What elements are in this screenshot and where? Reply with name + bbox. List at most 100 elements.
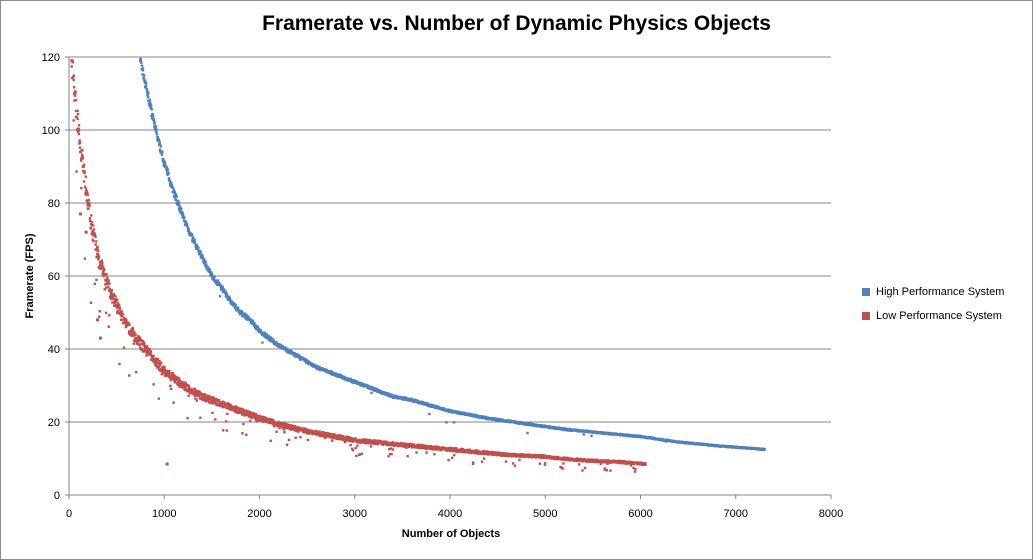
data-point bbox=[323, 433, 327, 436]
data-point bbox=[102, 268, 106, 271]
data-point bbox=[353, 438, 357, 442]
data-point bbox=[350, 437, 353, 441]
data-point bbox=[196, 389, 199, 393]
data-point bbox=[355, 454, 358, 458]
data-point bbox=[153, 124, 157, 128]
data-point bbox=[98, 336, 102, 340]
data-point bbox=[435, 448, 439, 451]
data-point bbox=[169, 375, 172, 379]
data-point bbox=[629, 464, 633, 467]
data-point bbox=[141, 69, 145, 72]
data-point bbox=[210, 273, 214, 276]
data-point bbox=[200, 256, 204, 260]
data-point bbox=[236, 307, 240, 310]
data-point bbox=[174, 198, 178, 201]
data-point bbox=[240, 407, 243, 411]
data-point bbox=[194, 397, 197, 400]
data-point bbox=[354, 446, 357, 450]
data-point bbox=[369, 445, 373, 448]
data-point bbox=[99, 263, 102, 266]
data-point bbox=[89, 227, 93, 230]
data-point bbox=[102, 275, 106, 278]
data-point bbox=[225, 429, 229, 432]
data-point bbox=[445, 447, 448, 450]
data-point bbox=[130, 328, 133, 331]
data-point bbox=[210, 274, 214, 278]
data-point bbox=[80, 186, 83, 190]
data-point bbox=[224, 402, 227, 405]
data-point bbox=[149, 353, 153, 356]
data-point bbox=[92, 228, 96, 231]
data-point bbox=[72, 78, 75, 82]
data-point bbox=[236, 309, 239, 312]
data-point bbox=[203, 394, 207, 397]
data-point bbox=[275, 341, 278, 344]
data-point bbox=[98, 261, 102, 264]
data-point bbox=[526, 431, 529, 435]
data-point bbox=[296, 427, 300, 431]
data-point bbox=[543, 455, 547, 459]
data-point bbox=[452, 453, 456, 457]
data-point bbox=[603, 467, 607, 470]
data-point bbox=[163, 365, 166, 369]
data-point bbox=[298, 356, 301, 359]
data-point bbox=[143, 79, 147, 82]
data-point bbox=[75, 170, 78, 173]
data-point bbox=[117, 309, 120, 313]
data-point bbox=[386, 443, 390, 446]
data-point bbox=[471, 462, 475, 466]
data-point bbox=[167, 373, 171, 376]
x-tick-label: 6000 bbox=[628, 508, 652, 520]
data-point bbox=[155, 130, 158, 133]
data-point bbox=[146, 350, 149, 354]
data-point bbox=[343, 436, 346, 439]
data-point bbox=[209, 397, 212, 400]
data-point bbox=[543, 463, 547, 466]
data-point bbox=[387, 441, 391, 445]
data-point bbox=[224, 420, 228, 423]
data-point bbox=[186, 390, 189, 393]
data-point bbox=[144, 349, 148, 353]
data-point bbox=[193, 394, 197, 398]
data-point bbox=[101, 273, 104, 276]
data-point bbox=[296, 426, 299, 429]
data-point bbox=[248, 415, 251, 418]
data-point bbox=[93, 233, 97, 237]
data-point bbox=[201, 393, 204, 396]
data-point bbox=[390, 452, 393, 456]
data-point bbox=[233, 410, 237, 413]
data-point bbox=[370, 439, 373, 443]
data-point bbox=[104, 283, 107, 286]
data-point bbox=[562, 462, 565, 465]
data-point bbox=[264, 335, 268, 338]
data-point bbox=[275, 430, 278, 433]
data-point bbox=[283, 423, 287, 427]
data-point bbox=[171, 377, 174, 381]
data-point bbox=[144, 86, 147, 89]
data-point bbox=[186, 226, 190, 229]
data-point bbox=[179, 211, 182, 214]
data-point bbox=[486, 416, 490, 420]
data-point bbox=[272, 421, 275, 425]
data-point bbox=[138, 59, 142, 63]
data-point bbox=[333, 433, 337, 436]
data-point bbox=[246, 410, 250, 413]
data-point bbox=[249, 419, 252, 423]
data-point bbox=[288, 349, 291, 352]
data-point bbox=[124, 318, 128, 321]
data-point bbox=[238, 409, 242, 413]
data-point bbox=[524, 422, 528, 426]
data-point bbox=[185, 224, 189, 227]
data-point bbox=[208, 395, 211, 398]
data-point bbox=[212, 276, 216, 280]
data-point bbox=[151, 117, 154, 120]
data-point bbox=[237, 406, 240, 409]
data-point bbox=[83, 257, 87, 260]
data-point bbox=[264, 416, 267, 419]
data-point bbox=[73, 94, 77, 97]
data-point bbox=[84, 230, 88, 234]
data-point bbox=[70, 65, 73, 68]
data-point bbox=[211, 402, 214, 405]
data-point bbox=[198, 252, 201, 256]
